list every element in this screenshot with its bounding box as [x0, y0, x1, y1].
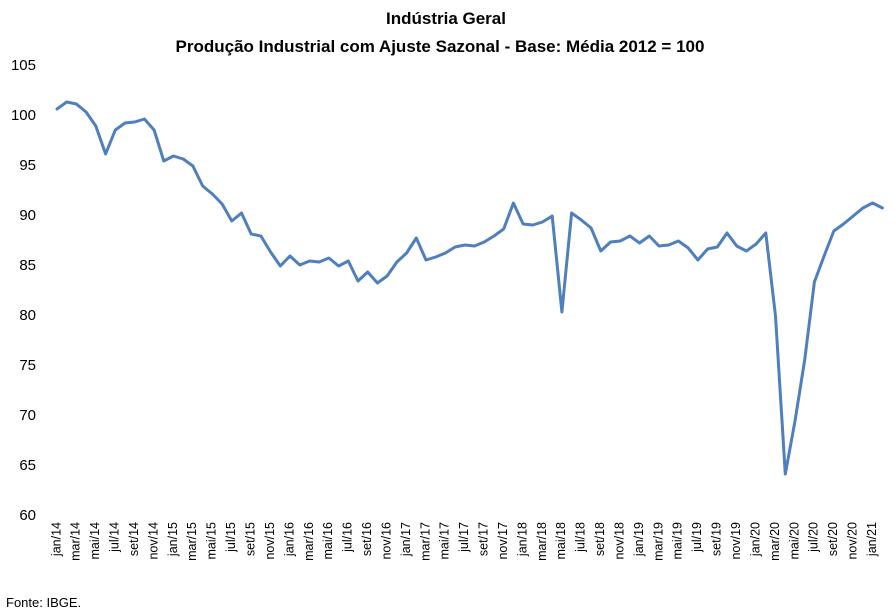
x-tick-label: set/20: [826, 522, 840, 556]
y-tick-label: 95: [19, 157, 36, 174]
x-tick-label: mai/19: [671, 522, 685, 560]
y-tick-label: 75: [19, 357, 36, 374]
x-tick-label: jul/20: [807, 522, 821, 553]
x-tick-label: nov/20: [846, 522, 860, 560]
x-tick-label: jul/15: [224, 522, 238, 553]
source-note: Fonte: IBGE.: [6, 595, 81, 610]
x-tick-label: jan/14: [49, 522, 63, 557]
x-tick-label: nov/16: [379, 522, 393, 560]
x-tick-label: jan/19: [632, 522, 646, 557]
x-tick-label: jan/17: [399, 522, 413, 557]
x-tick-label: jul/19: [690, 522, 704, 553]
y-tick-label: 80: [19, 307, 36, 324]
x-tick-label: jan/18: [515, 522, 529, 557]
x-tick-label: nov/14: [146, 522, 160, 560]
x-tick-label: jul/17: [457, 522, 471, 553]
x-tick-label: mar/18: [535, 522, 549, 561]
x-tick-label: mar/19: [651, 522, 665, 561]
x-tick-label: nov/18: [612, 522, 626, 560]
y-tick-label: 100: [11, 107, 36, 124]
x-tick-label: set/17: [477, 522, 491, 556]
y-tick-label: 85: [19, 257, 36, 274]
x-tick-label: mar/17: [418, 522, 432, 561]
x-tick-label: jan/21: [865, 522, 879, 557]
x-tick-label: mai/15: [205, 522, 219, 560]
x-tick-label: mai/18: [554, 522, 568, 560]
x-tick-label: mai/14: [88, 522, 102, 560]
x-tick-label: set/19: [710, 522, 724, 556]
x-tick-label: mai/16: [321, 522, 335, 560]
x-tick-label: mai/20: [787, 522, 801, 560]
x-tick-label: nov/19: [729, 522, 743, 560]
y-tick-label: 65: [19, 457, 36, 474]
x-tick-label: jan/20: [748, 522, 762, 557]
x-tick-label: set/15: [243, 522, 257, 556]
y-tick-label: 105: [11, 57, 36, 74]
chart-subtitle: Produção Industrial com Ajuste Sazonal -…: [176, 37, 705, 56]
x-tick-label: mar/15: [185, 522, 199, 561]
x-tick-label: jul/18: [574, 522, 588, 553]
y-tick-label: 70: [19, 407, 36, 424]
x-tick-label: set/18: [593, 522, 607, 556]
x-tick-label: set/16: [360, 522, 374, 556]
chart-title: Indústria Geral: [386, 9, 506, 28]
data-line: [55, 100, 884, 476]
y-tick-label: 90: [19, 207, 36, 224]
x-tick-label: mar/14: [69, 522, 83, 561]
x-tick-label: jan/15: [166, 522, 180, 557]
x-tick-label: mar/16: [302, 522, 316, 561]
x-tick-label: mar/20: [768, 522, 782, 561]
x-tick-label: nov/17: [496, 522, 510, 560]
x-tick-label: jul/14: [108, 522, 122, 553]
x-tick-label: nov/15: [263, 522, 277, 560]
y-tick-label: 60: [19, 507, 36, 524]
x-tick-label: set/14: [127, 522, 141, 556]
x-tick-label: jan/16: [282, 522, 296, 557]
x-tick-label: mai/17: [438, 522, 452, 560]
x-tick-label: jul/16: [341, 522, 355, 553]
